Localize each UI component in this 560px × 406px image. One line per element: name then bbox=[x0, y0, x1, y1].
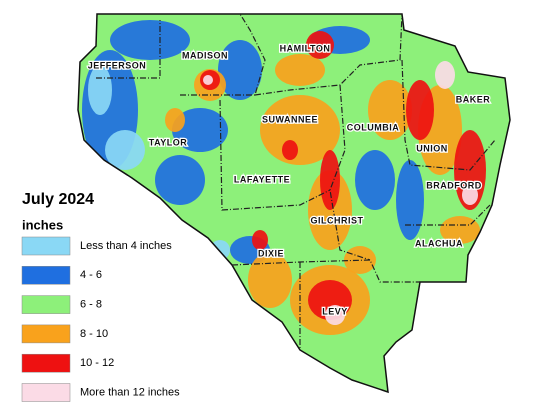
county-label: LEVY bbox=[322, 306, 348, 316]
rainfall-zone bbox=[275, 54, 325, 86]
county-label: BRADFORD bbox=[426, 180, 482, 190]
boundary bbox=[231, 259, 420, 283]
rainfall-zone bbox=[320, 150, 340, 210]
rainfall-zone bbox=[165, 108, 185, 132]
rainfall-zone bbox=[435, 61, 455, 89]
rainfall-zone bbox=[248, 252, 292, 308]
rainfall-zone bbox=[110, 20, 190, 60]
rainfall-zone bbox=[344, 246, 376, 274]
legend-subtitle: inches bbox=[22, 217, 63, 232]
county-label: LAFAYETTE bbox=[234, 174, 290, 184]
legend-label: More than 12 inches bbox=[80, 386, 180, 398]
boundary bbox=[329, 84, 371, 261]
county-label: GILCHRIST bbox=[311, 215, 364, 225]
rainfall-zone bbox=[218, 40, 262, 100]
legend-label: 6 - 8 bbox=[80, 299, 102, 311]
rainfall-zone bbox=[88, 65, 112, 115]
rainfall-zone bbox=[462, 185, 478, 205]
county-label: DIXIE bbox=[258, 248, 284, 258]
boundary bbox=[180, 13, 266, 96]
county-label: SUWANNEE bbox=[262, 114, 318, 124]
county-label: UNION bbox=[416, 143, 448, 153]
rainfall-zone bbox=[203, 75, 213, 85]
county-label: JEFFERSON bbox=[88, 60, 147, 70]
legend-swatch bbox=[21, 295, 71, 314]
rainfall-zone bbox=[406, 80, 434, 140]
legend-swatch bbox=[21, 383, 71, 402]
rainfall-zone bbox=[172, 108, 228, 152]
county-label: BAKER bbox=[456, 94, 491, 104]
legend-label: 10 - 12 bbox=[80, 357, 114, 369]
legend-label: 4 - 6 bbox=[80, 269, 102, 281]
legend-swatch bbox=[21, 353, 71, 373]
rainfall-zone bbox=[368, 80, 412, 140]
boundary bbox=[219, 99, 331, 211]
rainfall-zone bbox=[252, 230, 268, 250]
rainfall-zone bbox=[282, 140, 298, 160]
rainfall-zone bbox=[396, 160, 424, 240]
rainfall-zone bbox=[440, 216, 480, 244]
boundary bbox=[254, 13, 403, 96]
legend-swatch bbox=[21, 236, 71, 256]
legend-label: 8 - 10 bbox=[80, 328, 108, 340]
county-boundaries bbox=[96, 13, 496, 350]
county-labels: JEFFERSON MADISON HAMILTON SUWANNEE COLUMBIA… bbox=[86, 42, 491, 318]
rainfall-zone bbox=[325, 305, 345, 325]
county-label: HAMILTON bbox=[280, 43, 331, 53]
legend-swatch bbox=[21, 324, 71, 344]
boundary bbox=[96, 20, 161, 79]
rainfall-zone bbox=[355, 150, 395, 210]
county-label: ALACHUA bbox=[415, 238, 463, 248]
county-label: COLUMBIA bbox=[347, 122, 400, 132]
legend-swatch bbox=[21, 266, 71, 285]
legend-label: Less than 4 inches bbox=[80, 240, 172, 252]
boundary bbox=[401, 59, 496, 171]
rainfall-zone bbox=[260, 95, 340, 165]
legend-title: July 2024 bbox=[22, 191, 94, 208]
legend: July 2024 inches Less than 4 inches 4 - 6… bbox=[21, 191, 180, 402]
county-label: TAYLOR bbox=[149, 137, 188, 147]
rainfall-zone bbox=[105, 130, 145, 170]
rainfall-zone bbox=[306, 31, 334, 59]
rainfall-zone bbox=[155, 155, 205, 205]
county-label: MADISON bbox=[182, 50, 228, 60]
